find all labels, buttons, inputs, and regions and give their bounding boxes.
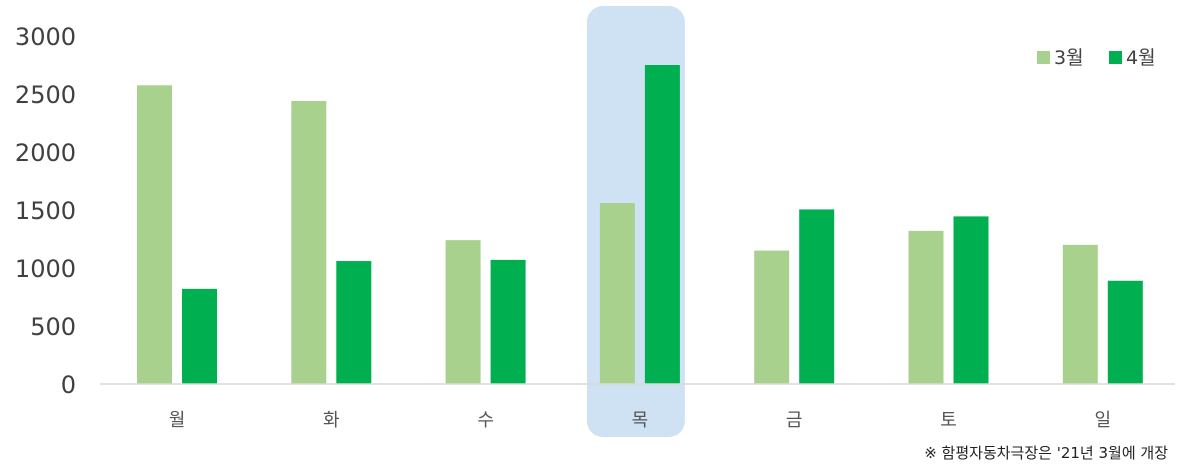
bar-4월-일: [1107, 280, 1143, 384]
legend-swatch-3월: [1037, 51, 1050, 64]
y-tick-label-3000: 3000: [15, 23, 76, 51]
bar-4월-화: [336, 261, 372, 384]
legend-label-3월: 3월: [1054, 47, 1084, 69]
x-category-label-수: 수: [477, 410, 494, 431]
y-tick-label-500: 500: [30, 313, 76, 341]
bar-3월-일: [1062, 244, 1098, 384]
x-category-label-화: 화: [323, 410, 340, 431]
bars: [137, 65, 1143, 385]
y-tick-label-1000: 1000: [15, 255, 76, 283]
bar-4월-토: [953, 216, 989, 384]
y-tick-label-0: 0: [61, 371, 76, 399]
bar-3월-화: [291, 100, 327, 385]
legend-label-4월: 4월: [1126, 47, 1156, 69]
bar-3월-목: [599, 203, 635, 384]
bar-4월-월: [182, 288, 217, 384]
x-category-label-목: 목: [632, 410, 649, 431]
bar-4월-수: [490, 259, 526, 384]
bar-3월-토: [908, 230, 944, 384]
y-tick-label-2500: 2500: [15, 81, 76, 109]
y-tick-label-1500: 1500: [15, 197, 76, 225]
y-axis-tick-labels: 0 500 1000 1500 2000 2500 3000: [15, 23, 76, 399]
x-category-label-금: 금: [786, 410, 803, 431]
bar-4월-금: [799, 209, 835, 384]
bar-3월-수: [445, 240, 481, 384]
x-category-label-월: 월: [169, 410, 186, 431]
x-category-label-토: 토: [940, 410, 957, 431]
footnote: ※ 함평자동차극장은 '21년 3월에 개장: [924, 444, 1168, 462]
legend: 3월 4월: [1037, 47, 1156, 69]
x-category-label-일: 일: [1095, 410, 1112, 431]
y-tick-label-2000: 2000: [15, 139, 76, 167]
bar-4월-목: [644, 65, 680, 384]
bar-3월-월: [137, 85, 172, 385]
bar-3월-금: [754, 250, 790, 384]
legend-swatch-4월: [1109, 51, 1122, 64]
